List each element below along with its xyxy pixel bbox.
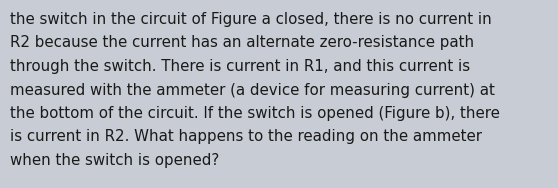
Text: is current in R2. What happens to the reading on the ammeter: is current in R2. What happens to the re…: [10, 130, 482, 145]
Text: the switch in the circuit of Figure a closed, there is no current in: the switch in the circuit of Figure a cl…: [10, 12, 492, 27]
Text: measured with the ammeter (a device for measuring current) at: measured with the ammeter (a device for …: [10, 83, 495, 98]
Text: when the switch is opened?: when the switch is opened?: [10, 153, 219, 168]
Text: the bottom of the circuit. If the switch is opened (Figure b), there: the bottom of the circuit. If the switch…: [10, 106, 500, 121]
Text: R2 because the current has an alternate zero-resistance path: R2 because the current has an alternate …: [10, 36, 474, 51]
Text: through the switch. There is current in R1, and this current is: through the switch. There is current in …: [10, 59, 470, 74]
